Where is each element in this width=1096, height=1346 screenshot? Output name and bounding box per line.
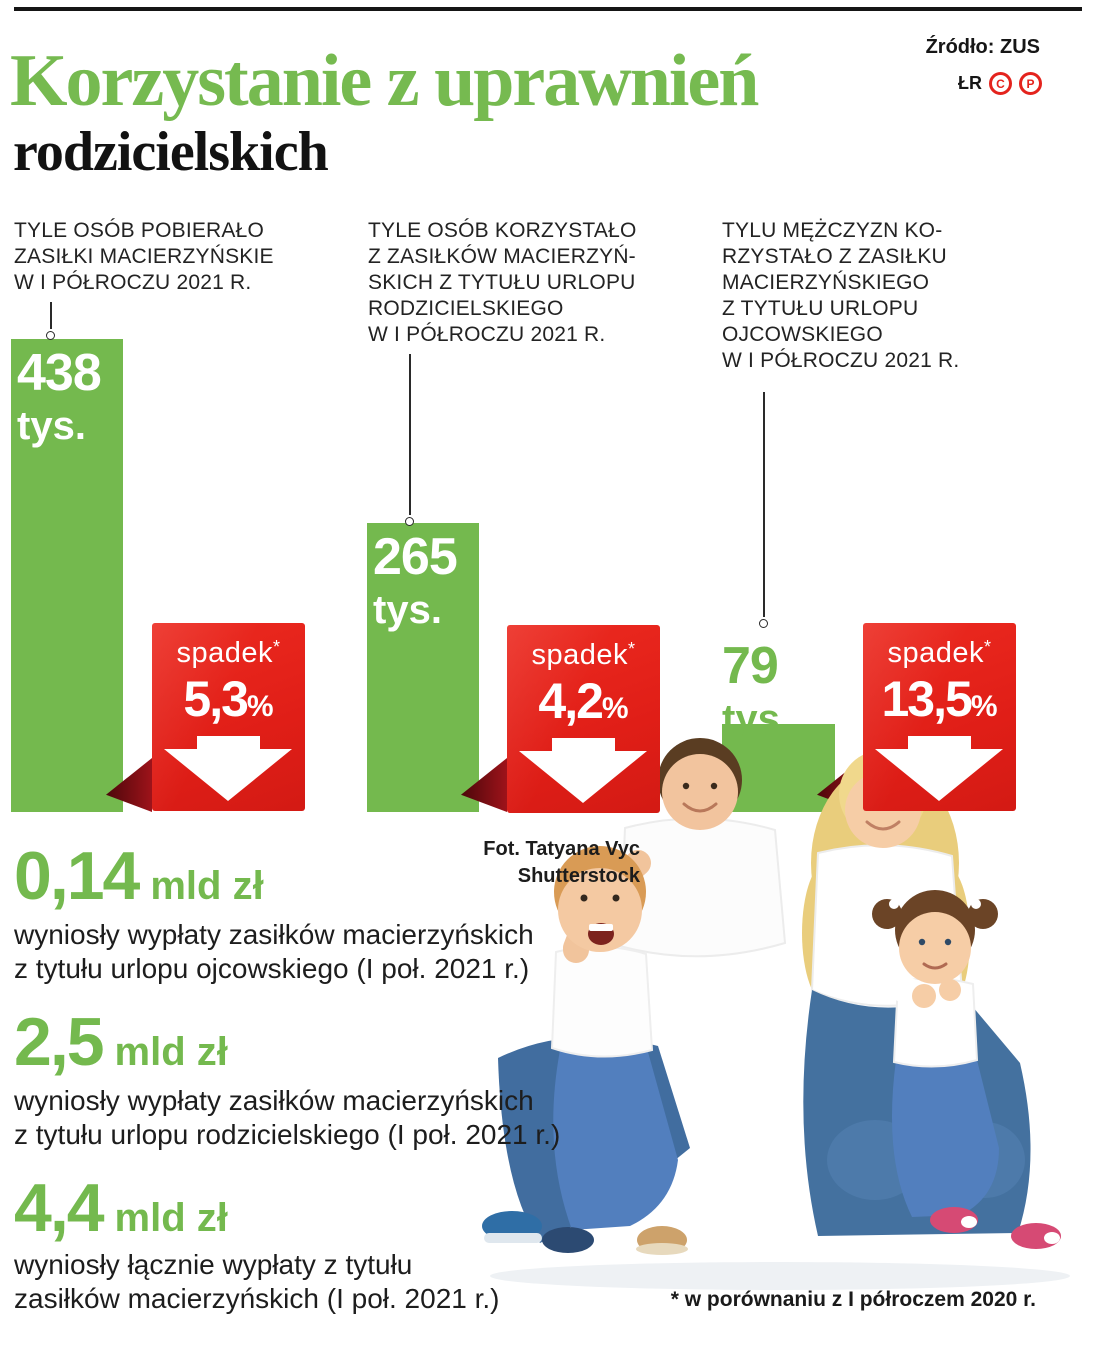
bar3-unit: tys. [722,697,791,741]
stat3-number: 4,4 [14,1170,105,1246]
badge1-number: 5,3 [183,671,249,727]
bar2-unit: tys. [373,588,442,632]
badge2-percent-sign: % [601,692,629,725]
column1-label: TYLE OSÓB POBIERAŁO ZASIŁKI MACIERZYŃSKI… [14,219,274,294]
column2-connector-line [409,354,411,515]
badge2-label: spadek* [507,640,660,670]
column2-label: TYLE OSÓB KORZYSTAŁO Z ZASIŁKÓW MACIERZY… [368,219,637,346]
down-arrow-icon [164,736,292,801]
badge3-value: 13,5% [863,674,1016,724]
column3-connector-dot [759,619,768,628]
stat2-description: wyniosły wypłaty zasiłków macierzyńskich… [14,1085,561,1150]
column1-connector-dot [46,331,55,340]
stat3-value: 4,4 mld zł [14,1174,228,1242]
badge3-label-text: spadek [887,637,984,669]
bar3-value: 79 tys. [722,640,791,739]
badge2-asterisk: * [628,639,636,659]
column2-connector-dot [405,517,414,526]
badge3-asterisk: * [984,637,992,657]
bar1-value: 438 tys. [17,344,102,448]
source-label: Źródło: ZUS [925,36,1040,58]
column3-label: TYLU MĘŻCZYZN KO- RZYSTAŁO Z ZASIŁKU MAC… [722,219,960,372]
bar2-number: 265 [373,528,458,586]
stat3-description: wyniosły łącznie wypłaty z tytułu zasiłk… [14,1249,500,1314]
page-title-line2: rodzicielskich [13,121,329,183]
badge2-number: 4,2 [538,673,604,729]
page-title-line1: Korzystanie z uprawnień [10,40,759,122]
copyright-p-icon: P [1019,72,1042,95]
badge3-label: spadek* [863,638,1016,668]
photo-credit: Fot. Tatyana Vyc Shutterstock [483,838,640,887]
badge-column3: spadek* 13,5% [863,623,1016,811]
family-photo [482,738,1070,1290]
badge1-label-text: spadek [176,637,273,669]
badge1-asterisk: * [273,637,281,657]
badge-column1: spadek* 5,3% [152,623,305,811]
stat2-unit: mld zł [114,1030,228,1074]
stat3-unit: mld zł [114,1196,228,1240]
column3-connector-line [763,392,765,617]
copyright-c-icon: C [989,72,1012,95]
down-arrow-icon [875,736,1003,801]
bar2-value: 265 tys. [373,528,458,632]
byline-row: ŁR C P [958,72,1042,95]
badge2-label-text: spadek [531,639,628,671]
top-rule [14,7,1082,11]
bar3-number: 79 [722,637,779,695]
stat2-value: 2,5 mld zł [14,1008,228,1076]
down-arrow-icon [519,738,647,803]
stat2-number: 2,5 [14,1004,105,1080]
stat1-description: wyniosły wypłaty zasiłków macierzyńskich… [14,919,534,984]
bar-column1 [11,339,123,812]
badge1-percent-sign: % [246,690,274,723]
column1-connector-line [50,302,52,329]
bar1-number: 438 [17,344,102,402]
footnote: * w porównaniu z I półroczem 2020 r. [670,1288,1036,1311]
stat1-number: 0,14 [14,838,140,914]
badge-column2: spadek* 4,2% [507,625,660,813]
author-initials: ŁR [958,73,982,93]
badge1-value: 5,3% [152,674,305,724]
badge3-percent-sign: % [970,690,998,723]
bar1-unit: tys. [17,404,86,448]
badge3-number: 13,5 [881,671,972,727]
stat1-value: 0,14 mld zł [14,842,264,910]
bar-column3 [722,724,835,812]
bar-column2 [367,523,479,812]
stat1-unit: mld zł [150,864,264,908]
badge2-value: 4,2% [507,676,660,726]
badge1-label: spadek* [152,638,305,668]
